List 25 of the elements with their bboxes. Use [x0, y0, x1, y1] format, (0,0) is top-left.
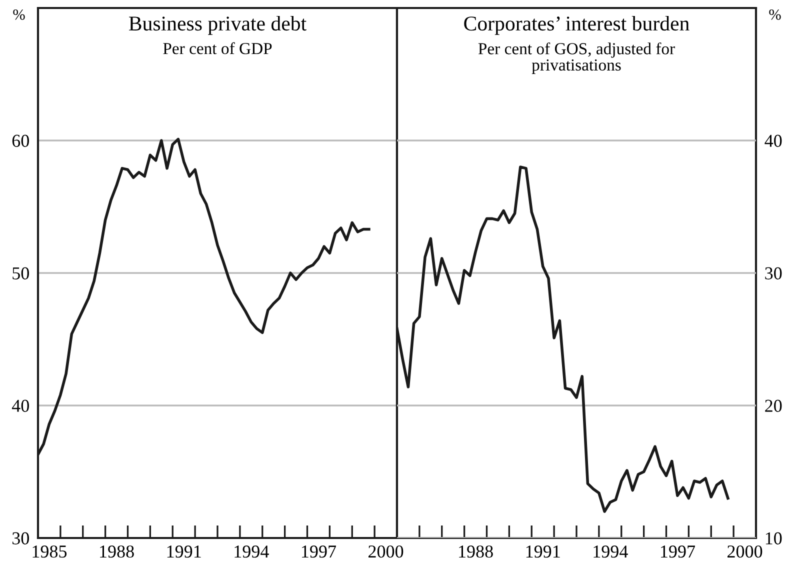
x-tick-label: 1997 [661, 546, 696, 558]
x-tick-label: 1994 [594, 546, 628, 558]
x-tick-label: 2000 [728, 545, 762, 558]
y-tick-label: 50 [12, 267, 29, 280]
y2-tick-label: 20 [765, 400, 782, 412]
y-tick-label: 60 [12, 134, 29, 147]
x-tick-label: 1997 [302, 546, 336, 558]
x-tick-label: 1991 [526, 546, 560, 558]
y2-axis-title: % [769, 9, 781, 20]
chart-title: Corporates’ interest burden [464, 16, 690, 35]
x-tick-label: 2000 [368, 545, 404, 558]
y-tick-label: 40 [12, 400, 29, 412]
chart-title: Business private debt [128, 16, 306, 35]
y-tick-label: 30 [12, 532, 29, 544]
x-tick-label: 1991 [167, 546, 201, 558]
y2-tick-label: 40 [764, 134, 782, 147]
y2-tick-label: 10 [766, 532, 782, 544]
x-tick-label: 1985 [32, 545, 67, 558]
x-tick-label: 1988 [459, 545, 493, 558]
y-axis-title: % [13, 9, 25, 20]
y2-tick-label: 30 [765, 267, 782, 280]
x-tick-label: 1988 [100, 545, 134, 558]
text: Per cent of GDP [163, 42, 272, 54]
text: Per cent of GOS, adjusted for privatisations [478, 42, 675, 74]
x-tick-label: 1994 [234, 546, 269, 558]
